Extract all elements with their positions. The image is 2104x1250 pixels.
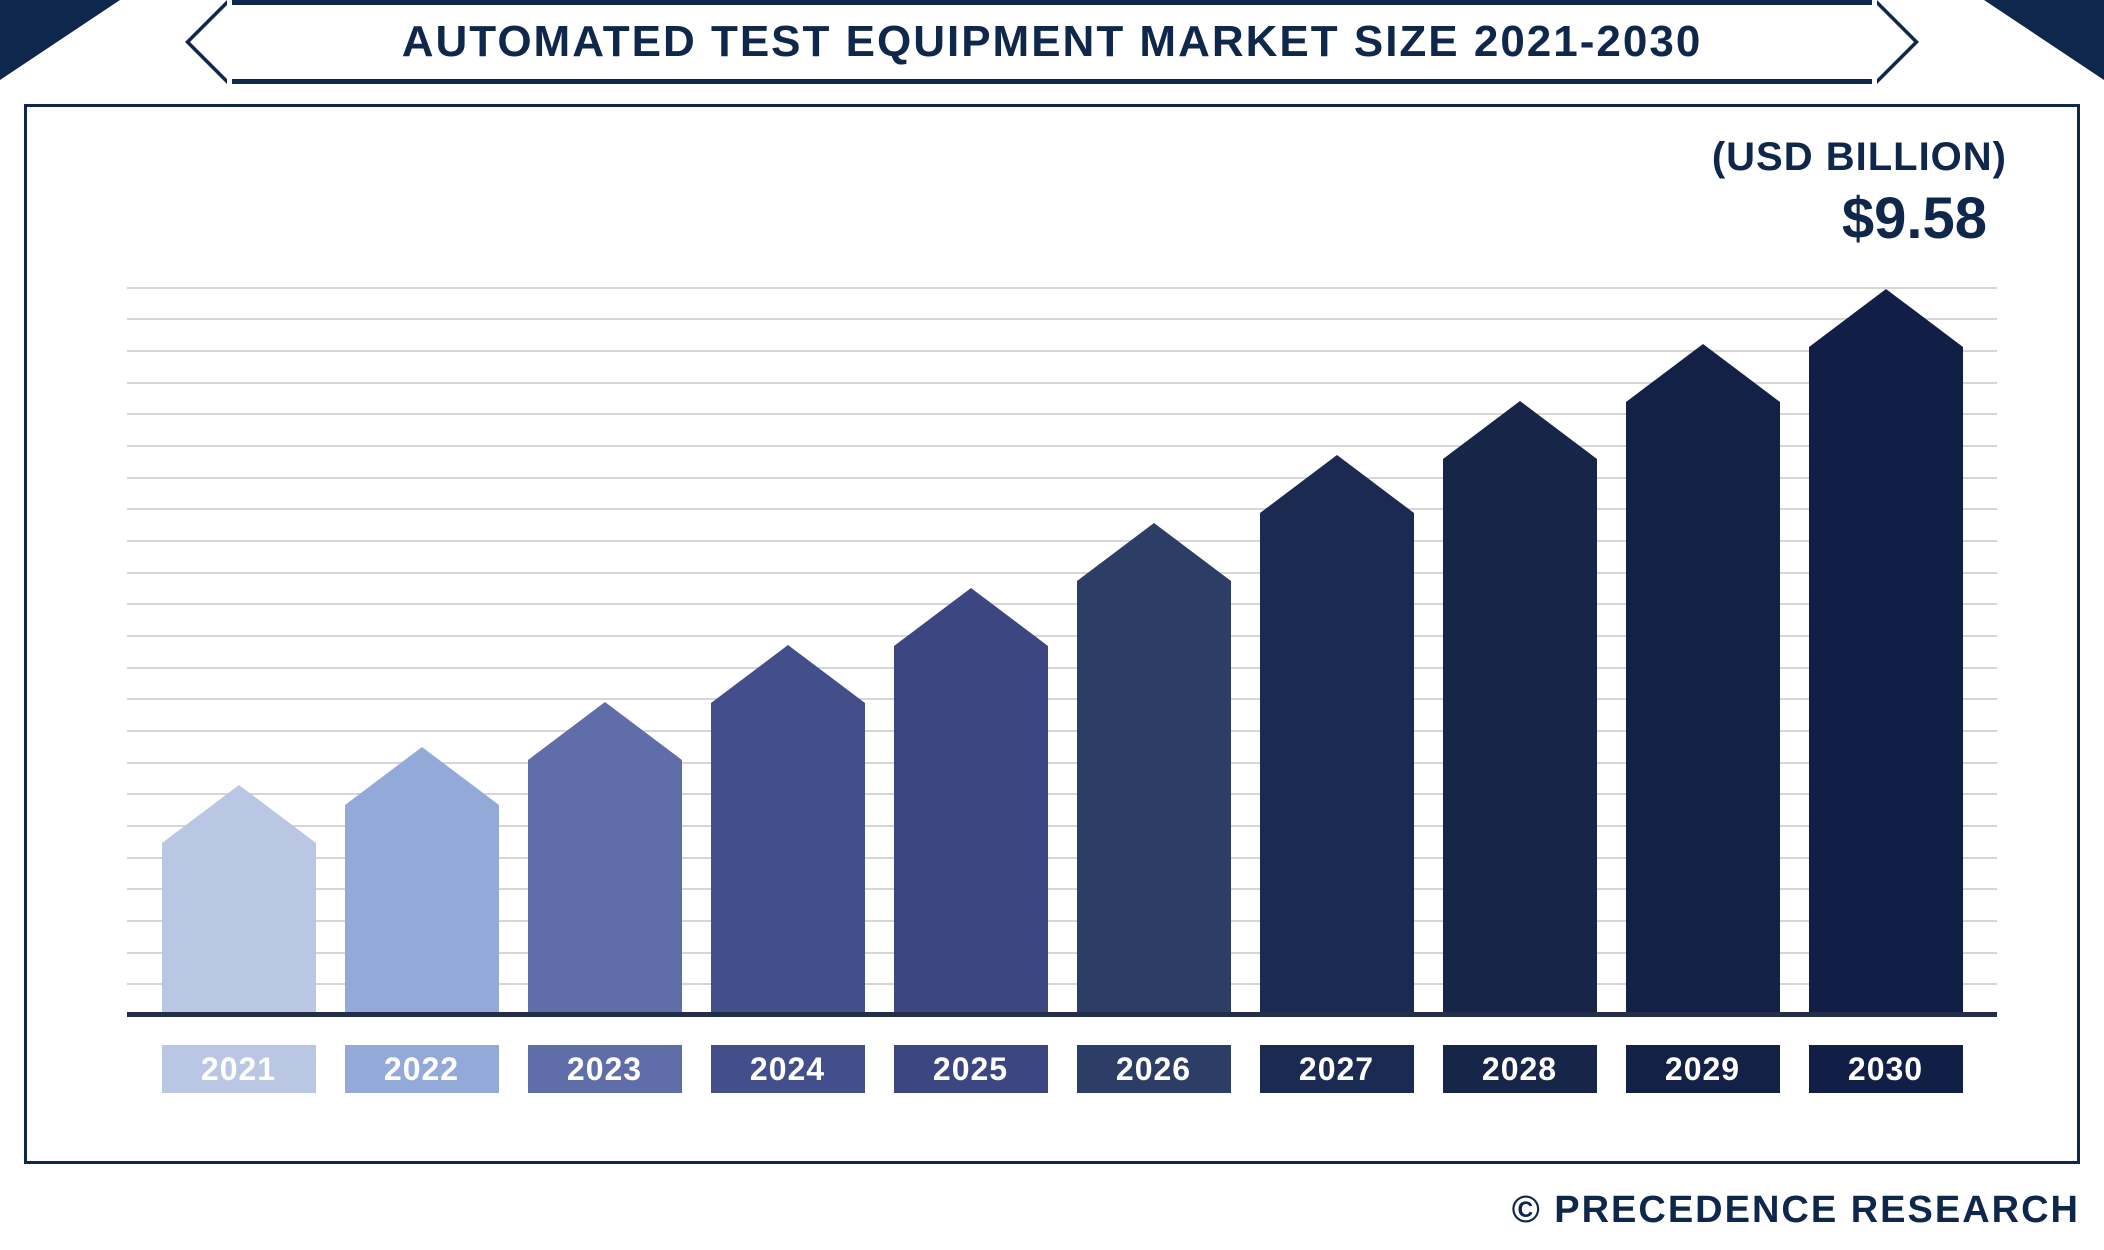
xaxis-label-2021: 2021 — [162, 1045, 316, 1093]
xaxis-label-2030: 2030 — [1809, 1045, 1963, 1093]
bar-tip — [894, 588, 1048, 646]
bar-tip — [1443, 401, 1597, 459]
header-corner-right — [1984, 0, 2104, 80]
xaxis-label-2029: 2029 — [1626, 1045, 1780, 1093]
xaxis-label-2027: 2027 — [1260, 1045, 1414, 1093]
chart-frame: (USD BILLION) $9.58 2021 2022 2023 2024 2025… — [24, 104, 2080, 1164]
plot-area — [127, 257, 1997, 1017]
bar-2030 — [1809, 289, 1963, 1017]
bar-tip — [528, 702, 682, 760]
source-credit: © PRECEDENCE RESEARCH — [1512, 1189, 2080, 1232]
bar-2021 — [162, 785, 316, 1017]
header: AUTOMATED TEST EQUIPMENT MARKET SIZE 202… — [0, 0, 2104, 84]
unit-label: (USD BILLION) — [1712, 135, 2007, 180]
bar-body — [711, 703, 865, 1017]
page: AUTOMATED TEST EQUIPMENT MARKET SIZE 202… — [0, 0, 2104, 1250]
chart-title: AUTOMATED TEST EQUIPMENT MARKET SIZE 202… — [402, 17, 1703, 67]
xaxis-label-2024: 2024 — [711, 1045, 865, 1093]
bar-2028 — [1443, 401, 1597, 1017]
bar-tip — [1626, 344, 1780, 402]
xaxis-label-2023: 2023 — [528, 1045, 682, 1093]
bar-tip — [1809, 289, 1963, 347]
bar-body — [528, 760, 682, 1017]
bar-2024 — [711, 645, 865, 1017]
bar-body — [894, 646, 1048, 1017]
xaxis-label-2025: 2025 — [894, 1045, 1048, 1093]
xaxis-label-2028: 2028 — [1443, 1045, 1597, 1093]
bar-body — [1077, 581, 1231, 1017]
peak-value-label: $9.58 — [1842, 185, 1987, 252]
bar-body — [1260, 513, 1414, 1017]
bar-tip — [1260, 455, 1414, 513]
bar-tip — [711, 645, 865, 703]
bar-tip — [1077, 523, 1231, 581]
xaxis-label-2022: 2022 — [345, 1045, 499, 1093]
bars-row — [127, 257, 1997, 1017]
xaxis-label-2026: 2026 — [1077, 1045, 1231, 1093]
bar-body — [1443, 459, 1597, 1017]
bar-body — [345, 805, 499, 1017]
bar-2023 — [528, 702, 682, 1017]
header-corner-left — [0, 0, 120, 80]
bar-2029 — [1626, 344, 1780, 1017]
bar-body — [1809, 347, 1963, 1017]
bar-tip — [162, 785, 316, 843]
bar-body — [1626, 402, 1780, 1017]
header-ribbon: AUTOMATED TEST EQUIPMENT MARKET SIZE 202… — [232, 0, 1872, 84]
bar-body — [162, 843, 316, 1017]
bar-2027 — [1260, 455, 1414, 1017]
x-axis-labels: 2021 2022 2023 2024 2025 2026 2027 2028 2029 2030 — [127, 1045, 1997, 1093]
bar-2025 — [894, 588, 1048, 1017]
bar-2022 — [345, 747, 499, 1017]
x-axis-baseline — [127, 1012, 1997, 1017]
bar-tip — [345, 747, 499, 805]
bar-2026 — [1077, 523, 1231, 1017]
